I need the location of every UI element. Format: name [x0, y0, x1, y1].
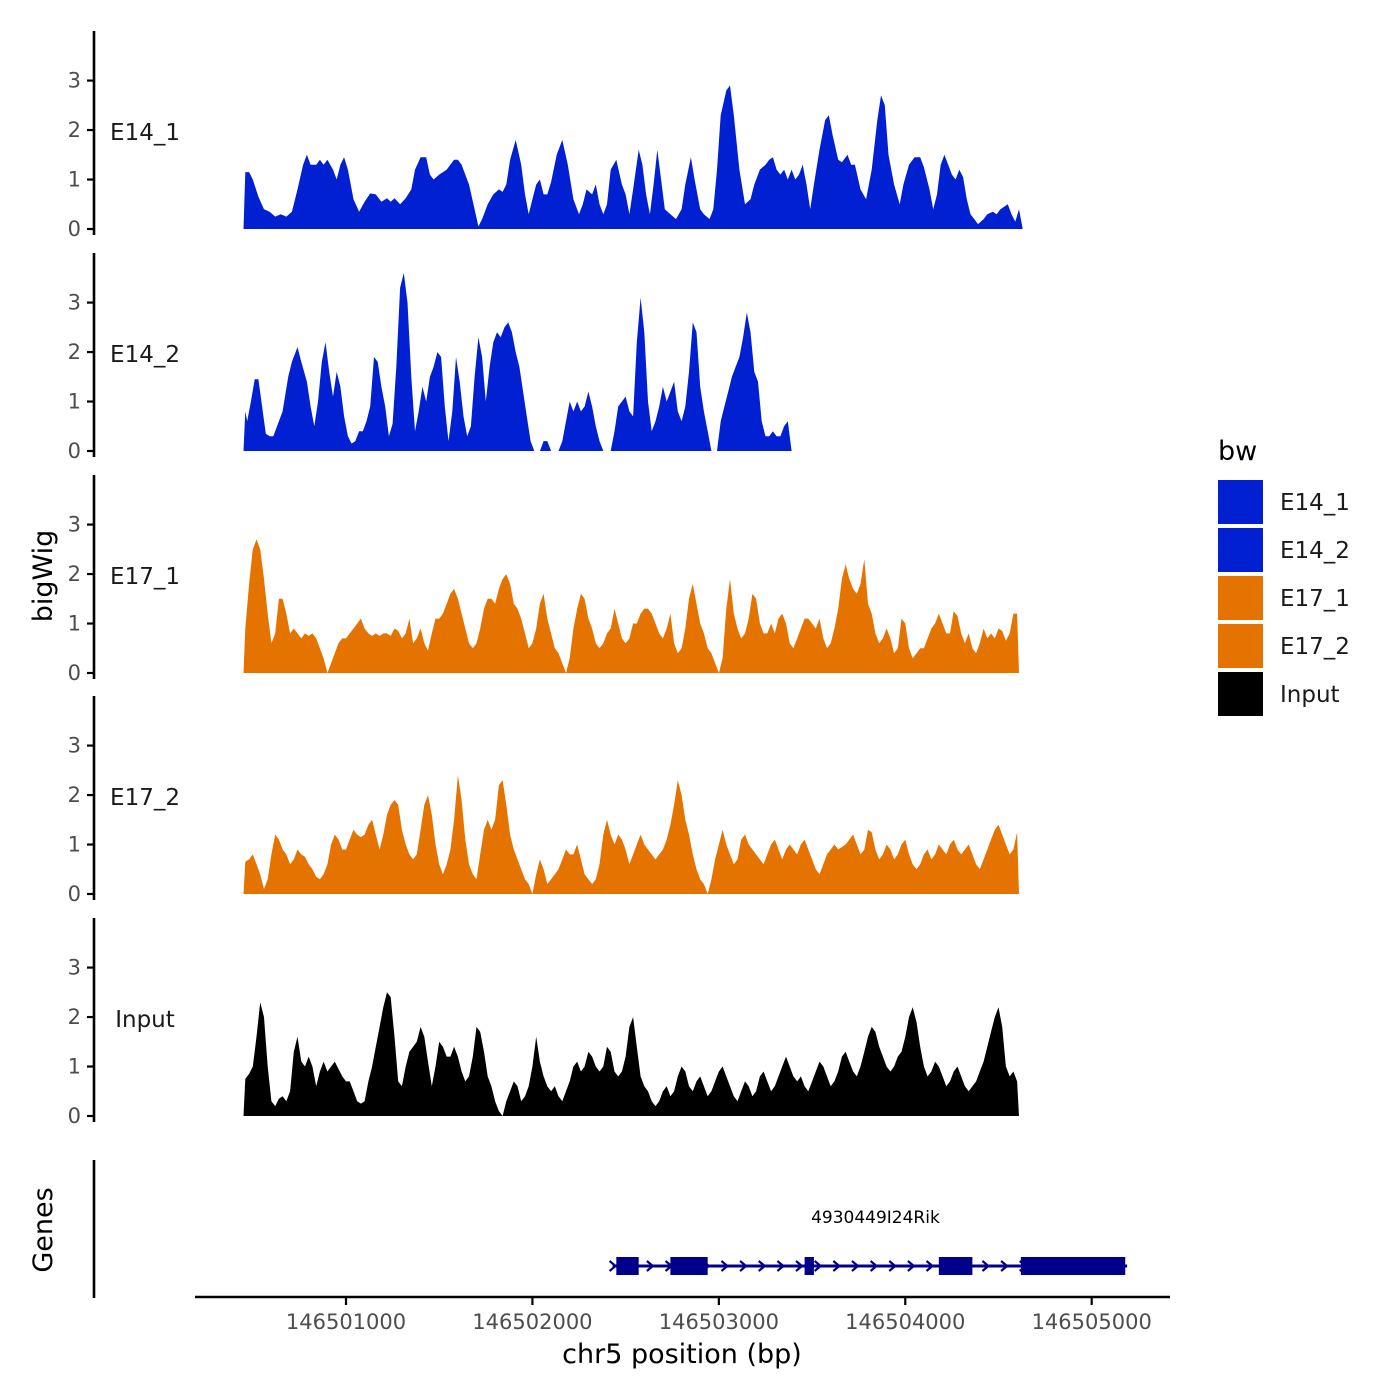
gene-exon [805, 1257, 814, 1275]
legend-swatch [1218, 672, 1263, 716]
coverage-tracks: 0 1 2 3 E14_1 0 1 2 3 E14_2 0 1 2 3 E17_1 0 1 2 3 E17_2 0 1 2 3… [68, 31, 1023, 1128]
y-tick-label: 1 [68, 612, 81, 636]
legend-item-e17-2: E17_2 [1218, 624, 1350, 668]
y-tick-label: 0 [68, 661, 81, 685]
legend-swatch [1218, 624, 1263, 668]
x-tick-label: 146502000 [472, 1310, 592, 1334]
coverage-area-e17-1 [244, 539, 1020, 673]
y-tick-label: 3 [68, 291, 81, 315]
track-label: E14_1 [110, 120, 180, 146]
y-tick-label: 1 [68, 168, 81, 192]
track-label: Input [115, 1007, 175, 1033]
y-axis-title: bigWig [28, 530, 59, 623]
coverage-area-e14-1 [244, 86, 1023, 230]
track-e14-2: 0 1 2 3 E14_2 [68, 253, 792, 463]
gene-name-label: 4930449I24Rik [811, 1208, 940, 1228]
y-tick-label: 3 [68, 69, 81, 93]
y-tick-label: 2 [68, 783, 81, 807]
genes-axis-title: Genes [28, 1187, 59, 1272]
gene-panel: 4930449I24Rik [94, 1160, 1127, 1298]
y-tick-label: 1 [68, 1055, 81, 1079]
legend-item-input: Input [1218, 672, 1340, 716]
legend-item-e14-2: E14_2 [1218, 528, 1350, 572]
y-tick-label: 2 [68, 340, 81, 364]
legend-label: Input [1280, 682, 1340, 708]
track-e17-2: 0 1 2 3 E17_2 [68, 696, 1019, 906]
y-tick-label: 1 [68, 390, 81, 414]
legend-swatch [1218, 528, 1263, 572]
track-e17-1: 0 1 2 3 E17_1 [68, 475, 1019, 685]
gene-exon [939, 1257, 973, 1275]
x-axis-title: chr5 position (bp) [562, 1339, 802, 1370]
coverage-area-e14-2 [244, 273, 792, 451]
gene-exon [670, 1257, 707, 1275]
x-tick-label: 146501000 [286, 1310, 406, 1334]
legend-title: bw [1218, 436, 1257, 467]
gene-exon [616, 1257, 638, 1275]
x-tick-label: 146503000 [659, 1310, 779, 1334]
y-tick-label: 3 [68, 956, 81, 980]
x-tick-label: 146504000 [845, 1310, 965, 1334]
legend-label: E17_1 [1280, 586, 1350, 612]
legend-item-e14-1: E14_1 [1218, 480, 1350, 524]
y-tick-label: 0 [68, 1104, 81, 1128]
legend-swatch [1218, 480, 1263, 524]
y-tick-label: 1 [68, 833, 81, 857]
coverage-area-input [244, 992, 1020, 1116]
legend-item-e17-1: E17_1 [1218, 576, 1350, 620]
x-axis: 146501000 146502000 146503000 146504000 1465… [195, 1297, 1170, 1334]
legend-swatch [1218, 576, 1263, 620]
y-tick-label: 0 [68, 439, 81, 463]
y-tick-label: 2 [68, 118, 81, 142]
track-label: E17_2 [110, 785, 180, 811]
genome-track-plot: 0 1 2 3 E14_1 0 1 2 3 E14_2 0 1 2 3 E17_1 0 1 2 3 E17_2 0 1 2 3… [0, 0, 1400, 1400]
y-tick-label: 2 [68, 1005, 81, 1029]
coverage-area-e17-2 [244, 775, 1020, 894]
gene-exon [1021, 1257, 1125, 1275]
track-label: E14_2 [110, 342, 180, 368]
y-tick-label: 3 [68, 734, 81, 758]
legend: bw E14_1 E14_2 E17_1 E17_2 Input [1218, 436, 1350, 716]
track-label: E17_1 [110, 564, 180, 590]
legend-label: E17_2 [1280, 634, 1350, 660]
y-tick-label: 3 [68, 513, 81, 537]
track-e14-1: 0 1 2 3 E14_1 [68, 31, 1023, 241]
y-tick-label: 2 [68, 562, 81, 586]
track-input: 0 1 2 3 Input [68, 918, 1019, 1128]
y-tick-label: 0 [68, 217, 81, 241]
y-tick-label: 0 [68, 882, 81, 906]
x-tick-label: 146505000 [1032, 1310, 1152, 1334]
legend-label: E14_2 [1280, 538, 1350, 564]
legend-label: E14_1 [1280, 490, 1350, 516]
